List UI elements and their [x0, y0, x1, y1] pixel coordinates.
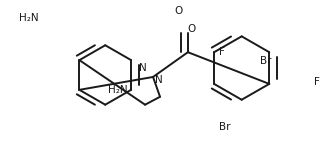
Text: H₂N: H₂N	[108, 85, 128, 95]
Text: N: N	[139, 63, 147, 73]
Text: O: O	[187, 24, 195, 34]
Text: Br: Br	[219, 121, 230, 132]
Text: F: F	[219, 47, 225, 57]
Text: Br: Br	[260, 56, 272, 66]
Text: F: F	[314, 77, 319, 87]
Text: H₂N: H₂N	[19, 13, 38, 23]
Text: O: O	[174, 6, 183, 16]
Text: N: N	[155, 75, 162, 85]
